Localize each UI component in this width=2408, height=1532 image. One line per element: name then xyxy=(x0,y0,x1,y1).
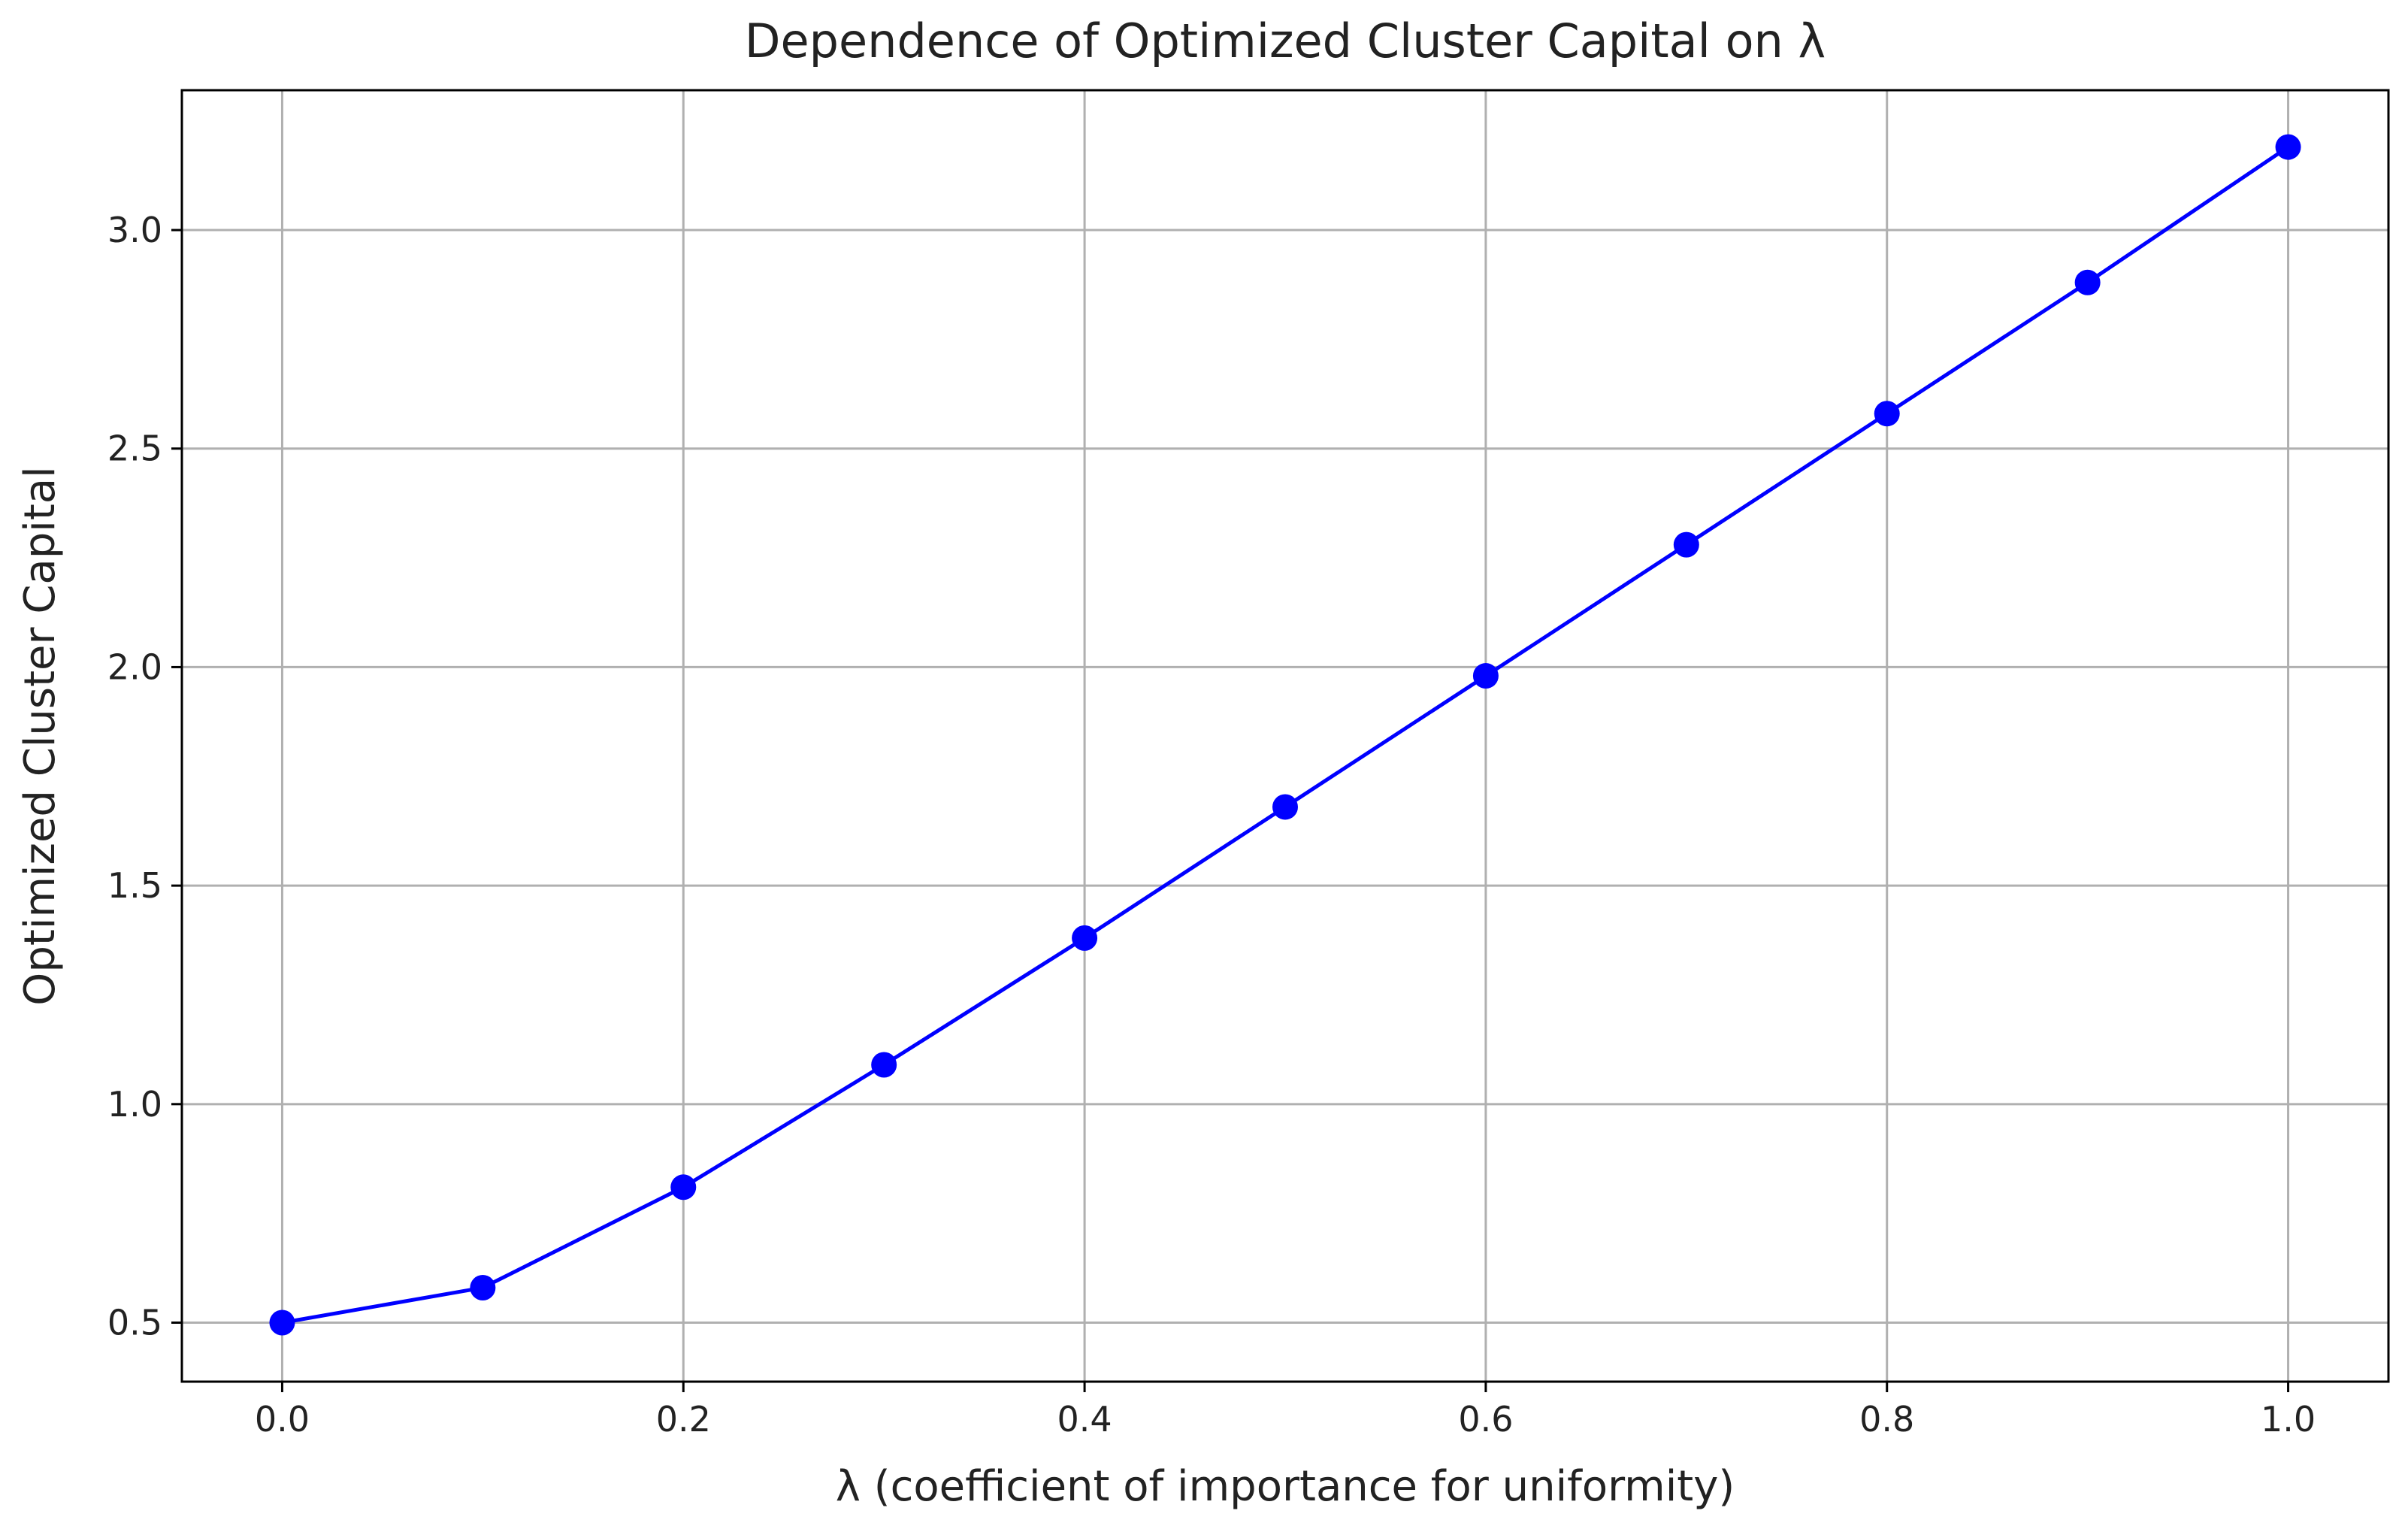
data-point-marker xyxy=(871,1052,897,1078)
x-axis-label: λ (coefficient of importance for uniform… xyxy=(836,1462,1735,1511)
x-tick-label: 0.4 xyxy=(1057,1399,1112,1440)
data-point-marker xyxy=(2275,134,2301,160)
chart-title: Dependence of Optimized Cluster Capital … xyxy=(745,14,1826,68)
x-tick-label: 0.2 xyxy=(656,1399,711,1440)
data-point-marker xyxy=(2074,269,2101,295)
y-tick-label: 3.0 xyxy=(107,210,162,250)
y-tick-label: 2.5 xyxy=(107,428,162,469)
y-tick-label: 1.5 xyxy=(107,865,162,906)
data-point-marker xyxy=(470,1275,496,1301)
y-tick-label: 0.5 xyxy=(107,1303,162,1343)
axis-ticks: 0.0 0.2 0.4 0.6 0.8 1.0 0.5 1.0 1.5 2.0 2.5 3.0 xyxy=(107,210,2316,1440)
x-tick-label: 0.8 xyxy=(1859,1399,1914,1440)
data-point-marker xyxy=(1874,401,1900,427)
grid xyxy=(182,90,2388,1382)
plot-area-frame xyxy=(180,89,2390,1383)
y-tick-label: 1.0 xyxy=(107,1084,162,1125)
data-point-marker xyxy=(1272,794,1298,820)
y-tick-label: 2.0 xyxy=(107,646,162,687)
data-point-marker xyxy=(1673,531,1699,558)
y-axis-label: Optimized Cluster Capital xyxy=(16,466,65,1005)
data-point-marker xyxy=(670,1174,697,1200)
series-line xyxy=(282,145,2289,1325)
x-tick-label: 0.0 xyxy=(255,1399,310,1440)
x-tick-label: 1.0 xyxy=(2261,1399,2316,1440)
series-layer xyxy=(269,134,2301,1336)
data-point-marker xyxy=(1072,925,1098,951)
data-point-marker xyxy=(269,1309,295,1336)
x-tick-label: 0.6 xyxy=(1458,1399,1513,1440)
data-point-marker xyxy=(1472,663,1499,689)
